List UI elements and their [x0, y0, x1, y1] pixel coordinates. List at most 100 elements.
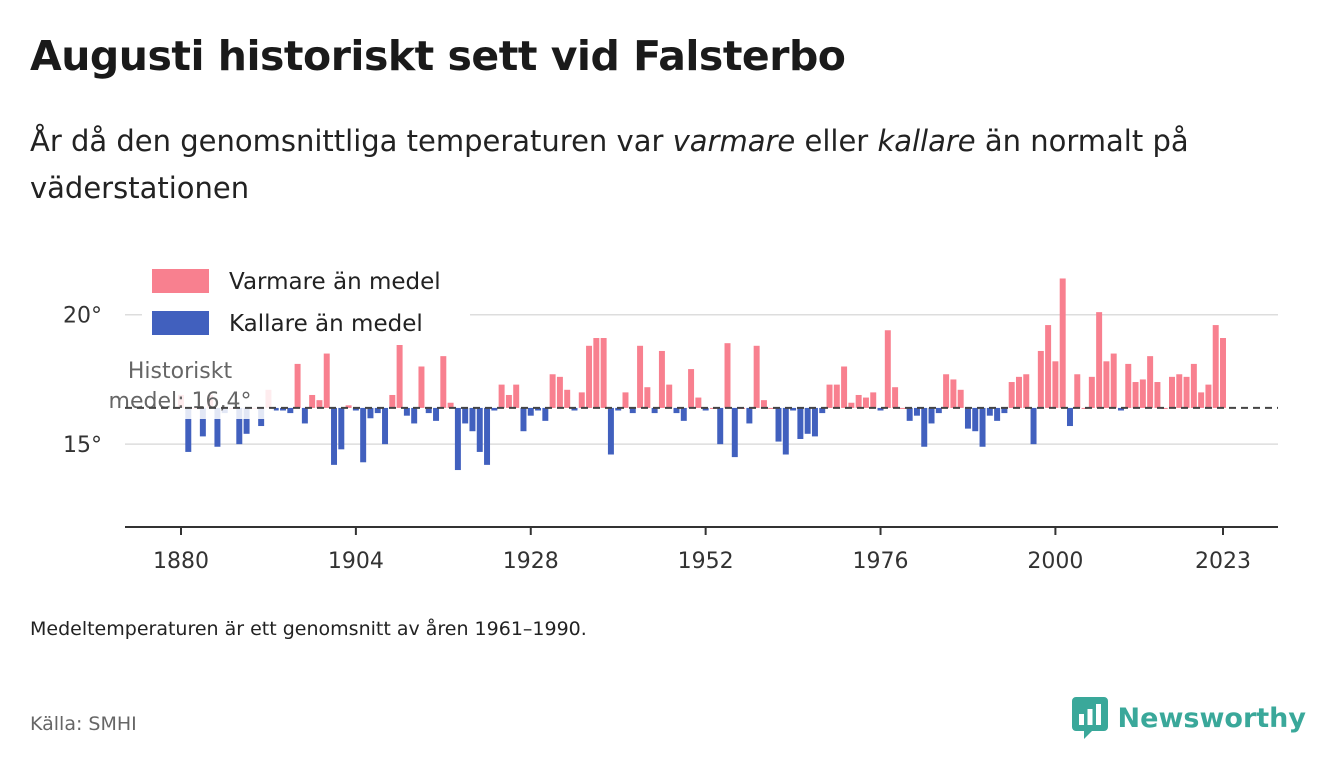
legend: Varmare än medel Kallare än medel [142, 263, 470, 345]
bar-1954 [717, 407, 724, 445]
subtitle-text-1: År då den genomsnittliga temperaturen va… [30, 124, 673, 158]
bar-2019 [1190, 363, 1197, 408]
bar-1944 [644, 387, 651, 408]
bar-1881 [185, 407, 192, 452]
bar-1923 [491, 407, 498, 411]
bar-1959 [753, 345, 760, 408]
source-label: Källa: SMHI [30, 713, 137, 735]
bar-1946 [658, 350, 665, 408]
bar-1928 [527, 407, 534, 416]
bar-1981 [913, 407, 920, 416]
baseline-label-line2: medel: 16,4° [109, 389, 252, 414]
bar-1925 [505, 394, 512, 408]
bar-1920 [469, 407, 476, 432]
bar-1996 [1023, 374, 1030, 408]
bar-1924 [498, 384, 505, 408]
bar-2005 [1088, 376, 1095, 408]
bar-1935 [578, 392, 585, 408]
legend-swatch [152, 311, 209, 335]
bar-1986 [950, 379, 957, 408]
bar-2018 [1183, 376, 1190, 408]
x-tick-label: 1952 [678, 549, 734, 574]
bar-1963 [782, 407, 789, 455]
legend-label: Kallare än medel [229, 311, 423, 337]
bar-1948 [673, 407, 680, 414]
bar-2021 [1205, 384, 1212, 408]
bar-1985 [943, 374, 950, 408]
bar-1950 [688, 369, 695, 408]
bar-2010 [1125, 363, 1132, 408]
bar-1968 [819, 407, 826, 414]
bar-1901 [331, 407, 338, 465]
bar-1895 [287, 407, 294, 414]
bar-2020 [1198, 392, 1205, 408]
bar-1945 [651, 407, 658, 414]
bar-2011 [1132, 382, 1139, 408]
bar-1988 [964, 407, 971, 429]
bar-1956 [731, 407, 738, 458]
bar-1994 [1008, 382, 1015, 408]
bar-2014 [1154, 382, 1161, 408]
x-tick-label: 1904 [328, 549, 384, 574]
bar-2008 [1110, 353, 1117, 408]
subtitle-text-3: än normalt på väderstationen [30, 124, 1189, 205]
bar-1943 [637, 345, 644, 408]
bar-2006 [1096, 312, 1103, 408]
bar-1953 [709, 407, 716, 409]
bar-1942 [629, 407, 636, 414]
baseline-label-background [92, 345, 274, 419]
bar-1917 [447, 402, 454, 408]
bar-1990 [979, 407, 986, 447]
bar-2012 [1139, 379, 1146, 408]
bar-1906 [367, 407, 374, 419]
subtitle-text-2: eller [795, 124, 878, 158]
bar-1991 [986, 407, 993, 416]
bar-1951 [695, 397, 702, 408]
subtitle-warm-word: varmare [672, 124, 796, 158]
bar-1967 [811, 407, 818, 437]
bar-1973 [855, 394, 862, 408]
x-tick-label: 2023 [1195, 549, 1251, 574]
bar-1885 [214, 407, 221, 447]
bar-1989 [972, 407, 979, 432]
bar-1900 [323, 353, 330, 408]
page-title: Augusti historiskt sett vid Falsterbo [30, 32, 846, 80]
bar-1978 [892, 387, 899, 408]
bar-1958 [746, 407, 753, 424]
bar-1889 [243, 407, 250, 434]
bar-1969 [826, 384, 833, 408]
bar-1905 [360, 407, 367, 463]
bar-1931 [549, 374, 556, 408]
bar-2003 [1074, 374, 1081, 408]
baseline-label-line1: Historiskt [128, 359, 233, 384]
bar-1927 [520, 407, 527, 432]
bar-1997 [1030, 407, 1037, 445]
baseline-group: Historiskt medel: 16,4° [92, 345, 1278, 419]
bar-1904 [352, 407, 359, 411]
bar-2022 [1212, 325, 1219, 408]
bar-1919 [462, 407, 469, 424]
bar-2017 [1176, 374, 1183, 408]
bar-1962 [775, 407, 782, 442]
bar-1941 [622, 392, 629, 408]
bar-1897 [301, 407, 308, 424]
bar-1965 [797, 407, 804, 439]
bar-1998 [1037, 350, 1044, 408]
bar-1932 [556, 376, 563, 408]
bar-2015 [1161, 407, 1168, 409]
bar-1934 [571, 407, 578, 411]
axes-group: 15° 20° 1880 1904 1928 1952 1976 2000 2023 [63, 304, 1278, 574]
bar-1937 [593, 338, 600, 408]
bar-1907 [374, 407, 381, 414]
bar-1961 [768, 407, 775, 409]
bar-1933 [564, 389, 571, 408]
subtitle-cold-word: kallare [877, 124, 976, 158]
bar-1883 [199, 407, 206, 437]
bar-1972 [848, 402, 855, 408]
newsworthy-logo-icon [1071, 697, 1108, 739]
bar-2023 [1220, 338, 1226, 408]
bar-1898 [309, 394, 316, 408]
bar-2001 [1059, 278, 1066, 408]
bar-1982 [921, 407, 928, 447]
bar-1974 [862, 397, 869, 408]
